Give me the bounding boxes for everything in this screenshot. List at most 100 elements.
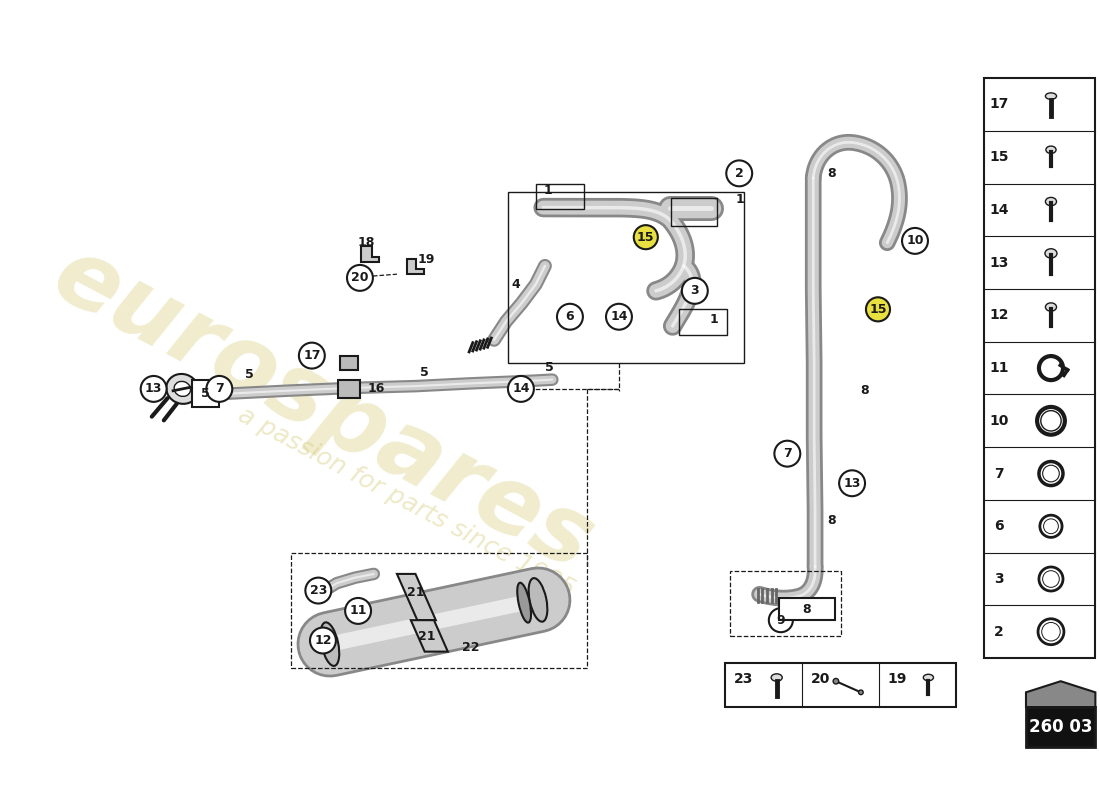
Text: 15: 15: [869, 303, 887, 316]
Text: 18: 18: [358, 236, 375, 250]
Text: 6: 6: [994, 519, 1004, 534]
Text: 8: 8: [860, 384, 868, 398]
Text: 11: 11: [350, 605, 366, 618]
Text: 9: 9: [777, 614, 785, 626]
Text: 14: 14: [513, 382, 530, 395]
Circle shape: [839, 470, 865, 496]
Text: 8: 8: [827, 514, 836, 526]
Circle shape: [606, 304, 631, 330]
Text: 8: 8: [802, 602, 811, 615]
Circle shape: [902, 228, 928, 254]
Text: 16: 16: [367, 382, 385, 395]
Bar: [508, 192, 744, 363]
Circle shape: [726, 161, 752, 186]
Text: 7: 7: [994, 466, 1004, 481]
Text: 3: 3: [691, 284, 700, 298]
Bar: [191, 380, 219, 407]
Text: 17: 17: [990, 98, 1009, 111]
Text: 21: 21: [418, 630, 436, 643]
Ellipse shape: [517, 582, 531, 622]
Circle shape: [682, 278, 707, 304]
Bar: [290, 553, 586, 668]
Text: 10: 10: [990, 414, 1009, 428]
Text: 19: 19: [888, 672, 906, 686]
Ellipse shape: [1045, 93, 1056, 99]
Text: 6: 6: [565, 310, 574, 323]
Text: 23: 23: [309, 584, 327, 597]
Circle shape: [345, 598, 371, 624]
Ellipse shape: [923, 674, 934, 681]
Text: 17: 17: [304, 349, 320, 362]
Text: 5: 5: [201, 387, 210, 400]
Text: 13: 13: [145, 382, 163, 395]
Bar: [671, 198, 717, 226]
Circle shape: [833, 678, 838, 684]
Ellipse shape: [174, 382, 190, 397]
Text: a passion for parts since 1985: a passion for parts since 1985: [234, 402, 579, 601]
Text: 19: 19: [418, 253, 436, 266]
Polygon shape: [410, 620, 448, 652]
Text: eurospares: eurospares: [37, 228, 608, 590]
Circle shape: [306, 578, 331, 603]
Bar: [679, 310, 727, 335]
Bar: [338, 380, 360, 398]
Text: 5: 5: [420, 366, 429, 378]
Text: 15: 15: [989, 150, 1009, 164]
Text: 15: 15: [637, 230, 654, 244]
Text: 1: 1: [710, 313, 718, 326]
Text: 13: 13: [844, 477, 861, 490]
Polygon shape: [407, 259, 424, 274]
Text: 20: 20: [811, 672, 829, 686]
Text: 260 03: 260 03: [1028, 718, 1092, 736]
Text: 4: 4: [512, 278, 519, 291]
Bar: [779, 598, 835, 620]
Bar: [730, 571, 842, 636]
Text: 1: 1: [543, 185, 552, 198]
Text: 11: 11: [989, 361, 1009, 375]
Text: 21: 21: [407, 586, 425, 599]
Bar: [725, 662, 956, 707]
Text: 13: 13: [990, 256, 1009, 270]
Polygon shape: [397, 574, 436, 620]
Bar: [340, 355, 359, 370]
Text: 22: 22: [462, 642, 480, 654]
Circle shape: [508, 376, 534, 402]
Bar: [536, 183, 584, 210]
Text: 12: 12: [315, 634, 332, 647]
Text: 12: 12: [989, 308, 1009, 322]
Ellipse shape: [771, 674, 782, 682]
Circle shape: [859, 690, 864, 694]
Text: 1: 1: [736, 193, 745, 206]
Circle shape: [346, 265, 373, 291]
Text: 7: 7: [214, 382, 223, 395]
Text: 8: 8: [827, 167, 836, 180]
Text: 2: 2: [735, 167, 744, 180]
Text: 5: 5: [546, 361, 554, 374]
Polygon shape: [1026, 682, 1096, 707]
Circle shape: [299, 342, 324, 369]
Ellipse shape: [1045, 249, 1057, 258]
Circle shape: [141, 376, 166, 402]
Text: 5: 5: [244, 367, 253, 381]
Polygon shape: [361, 246, 379, 262]
Text: 2: 2: [994, 625, 1004, 638]
Circle shape: [557, 304, 583, 330]
Text: 20: 20: [351, 271, 369, 284]
Text: 23: 23: [734, 672, 754, 686]
Ellipse shape: [166, 374, 198, 404]
Ellipse shape: [529, 578, 548, 622]
Text: 14: 14: [610, 310, 628, 323]
Text: 14: 14: [989, 203, 1009, 217]
Circle shape: [769, 608, 793, 632]
Ellipse shape: [1045, 303, 1056, 311]
Circle shape: [866, 298, 890, 322]
Text: 10: 10: [906, 234, 924, 247]
Text: 3: 3: [994, 572, 1004, 586]
Bar: [984, 78, 1096, 658]
Text: 7: 7: [783, 447, 792, 460]
Ellipse shape: [1045, 198, 1056, 206]
Circle shape: [207, 376, 232, 402]
Circle shape: [310, 627, 336, 654]
Circle shape: [774, 441, 801, 466]
Bar: [1026, 707, 1096, 747]
